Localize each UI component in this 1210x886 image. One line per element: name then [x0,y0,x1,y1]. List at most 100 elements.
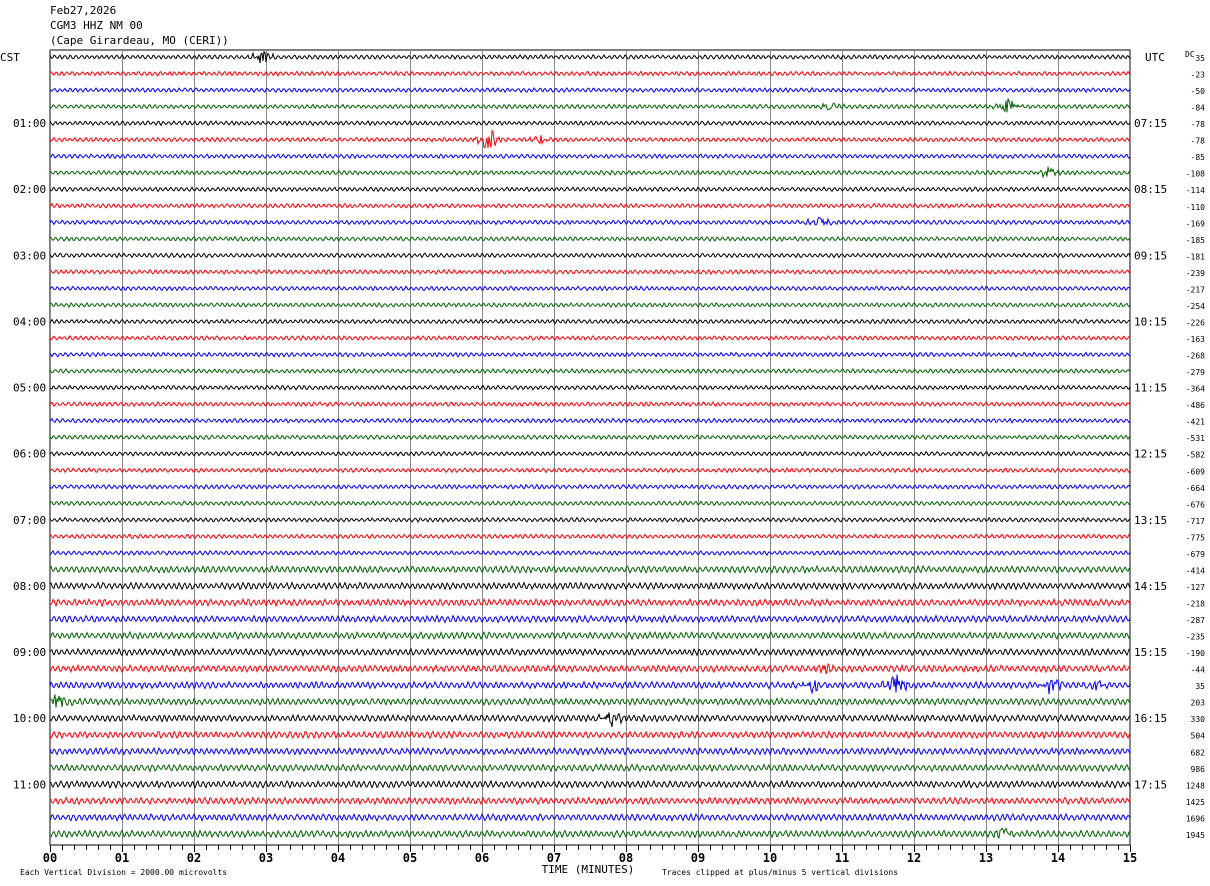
dc-offset-label: -50 [1191,87,1206,96]
left-time-label: 09:00 [13,646,46,659]
dc-offset-label: -217 [1186,285,1205,294]
scale-note: Each Vertical Division = 2000.00 microvo… [20,868,227,877]
dc-offset-label: -268 [1186,352,1205,361]
dc-offset-label: -235 [1186,633,1205,642]
seismic-trace [49,152,1131,160]
seismic-trace [49,216,1131,227]
seismic-trace [49,581,1131,591]
left-time-label: 01:00 [13,117,46,130]
seismic-trace [49,746,1131,757]
seismic-trace [49,630,1131,641]
dc-offset-label: -169 [1186,219,1205,228]
seismic-trace [49,351,1131,358]
dc-offset-label: 1945 [1186,831,1205,840]
x-tick-label: 04 [331,851,345,865]
dc-offset-label: 504 [1191,732,1206,741]
right-axis-label: UTC [1145,51,1165,64]
seismic-trace [49,466,1131,474]
x-tick-label: 00 [43,851,57,865]
dc-offset-label: 682 [1191,748,1206,757]
seismic-trace [49,301,1131,309]
dc-offset-label: -775 [1186,533,1205,542]
seismic-trace [49,712,1131,728]
x-tick-label: 13 [979,851,993,865]
seismic-trace [49,450,1131,457]
x-tick-label: 03 [259,851,273,865]
seismic-trace [49,268,1131,276]
seismic-trace [49,202,1131,209]
x-tick-label: 07 [547,851,561,865]
dc-offset-label: -190 [1186,649,1205,658]
seismic-trace [49,662,1131,675]
seismic-trace [49,549,1131,557]
dc-offset-label: 1696 [1186,814,1205,823]
right-time-label: 12:15 [1134,448,1167,461]
dc-offset-label: 203 [1191,699,1206,708]
seismic-trace [49,186,1131,193]
dc-offset-label: -421 [1186,418,1205,427]
x-tick-label: 10 [763,851,777,865]
dc-offset-label: -279 [1186,368,1205,377]
dc-offset-label: -78 [1191,120,1206,129]
x-tick-label: 02 [187,851,201,865]
x-axis-title: TIME (MINUTES) [542,863,635,876]
plot-frame [49,49,1131,846]
dc-offset-label: 1248 [1186,781,1205,790]
dc-offset-label: -110 [1186,203,1205,212]
seismic-trace [49,334,1131,342]
right-time-label: 15:15 [1134,646,1167,659]
dc-offset-label: -254 [1186,302,1205,311]
seismic-trace [49,674,1131,695]
seismic-trace [49,827,1131,839]
dc-offset-label: -664 [1186,484,1205,493]
right-time-label: 08:15 [1134,183,1167,196]
seismic-trace [49,129,1131,149]
seismic-trace [49,400,1131,408]
seismic-trace [49,694,1131,708]
dc-offset-label: -486 [1186,401,1205,410]
x-tick-label: 06 [475,851,489,865]
dc-offset-label: 986 [1191,765,1206,774]
x-tick-label: 09 [691,851,705,865]
dc-offset-label: -78 [1191,137,1206,146]
left-time-label: 10:00 [13,712,46,725]
date-label: Feb27,2026 [50,4,117,17]
right-time-label: 09:15 [1134,249,1167,262]
location-label: (Cape Girardeau, MO (CERI)) [50,34,229,47]
dc-offset-label: -23 [1191,71,1206,80]
seismic-trace [49,166,1131,179]
dc-offset-label: -364 [1186,385,1205,394]
left-time-label: 05:00 [13,382,46,395]
dc-offset-label: -218 [1186,599,1205,608]
dc-offset-label: -582 [1186,451,1205,460]
seismic-trace [49,70,1131,77]
dc-offset-label: -84 [1191,104,1206,113]
dc-offset-label: -163 [1186,335,1205,344]
left-time-label: 08:00 [13,580,46,593]
seismic-trace [49,614,1131,624]
dc-offset-label: -85 [1191,153,1206,162]
dc-offset-label: -717 [1186,517,1205,526]
x-tick-label: 08 [619,851,633,865]
seismic-trace [49,729,1131,740]
x-tick-label: 11 [835,851,849,865]
dc-offset-label: 35 [1195,54,1205,63]
seismic-trace [49,483,1131,490]
dc-offset-label: -185 [1186,236,1205,245]
x-tick-label: 14 [1051,851,1065,865]
station-label: CGM3 HHZ NM 00 [50,19,143,32]
x-tick-label: 15 [1123,851,1137,865]
seismic-trace [49,252,1131,259]
dc-offset-label: -114 [1186,186,1205,195]
left-time-label: 11:00 [13,778,46,791]
seismic-trace [49,235,1131,243]
x-tick-label: 12 [907,851,921,865]
left-time-label: 06:00 [13,448,46,461]
dc-offset-label: -531 [1186,434,1205,443]
dc-offset-label: -239 [1186,269,1205,278]
seismic-trace [49,500,1131,507]
seismic-trace [49,98,1131,113]
right-time-label: 14:15 [1134,580,1167,593]
left-axis-label: CST [0,51,20,64]
seismic-trace [49,417,1131,424]
